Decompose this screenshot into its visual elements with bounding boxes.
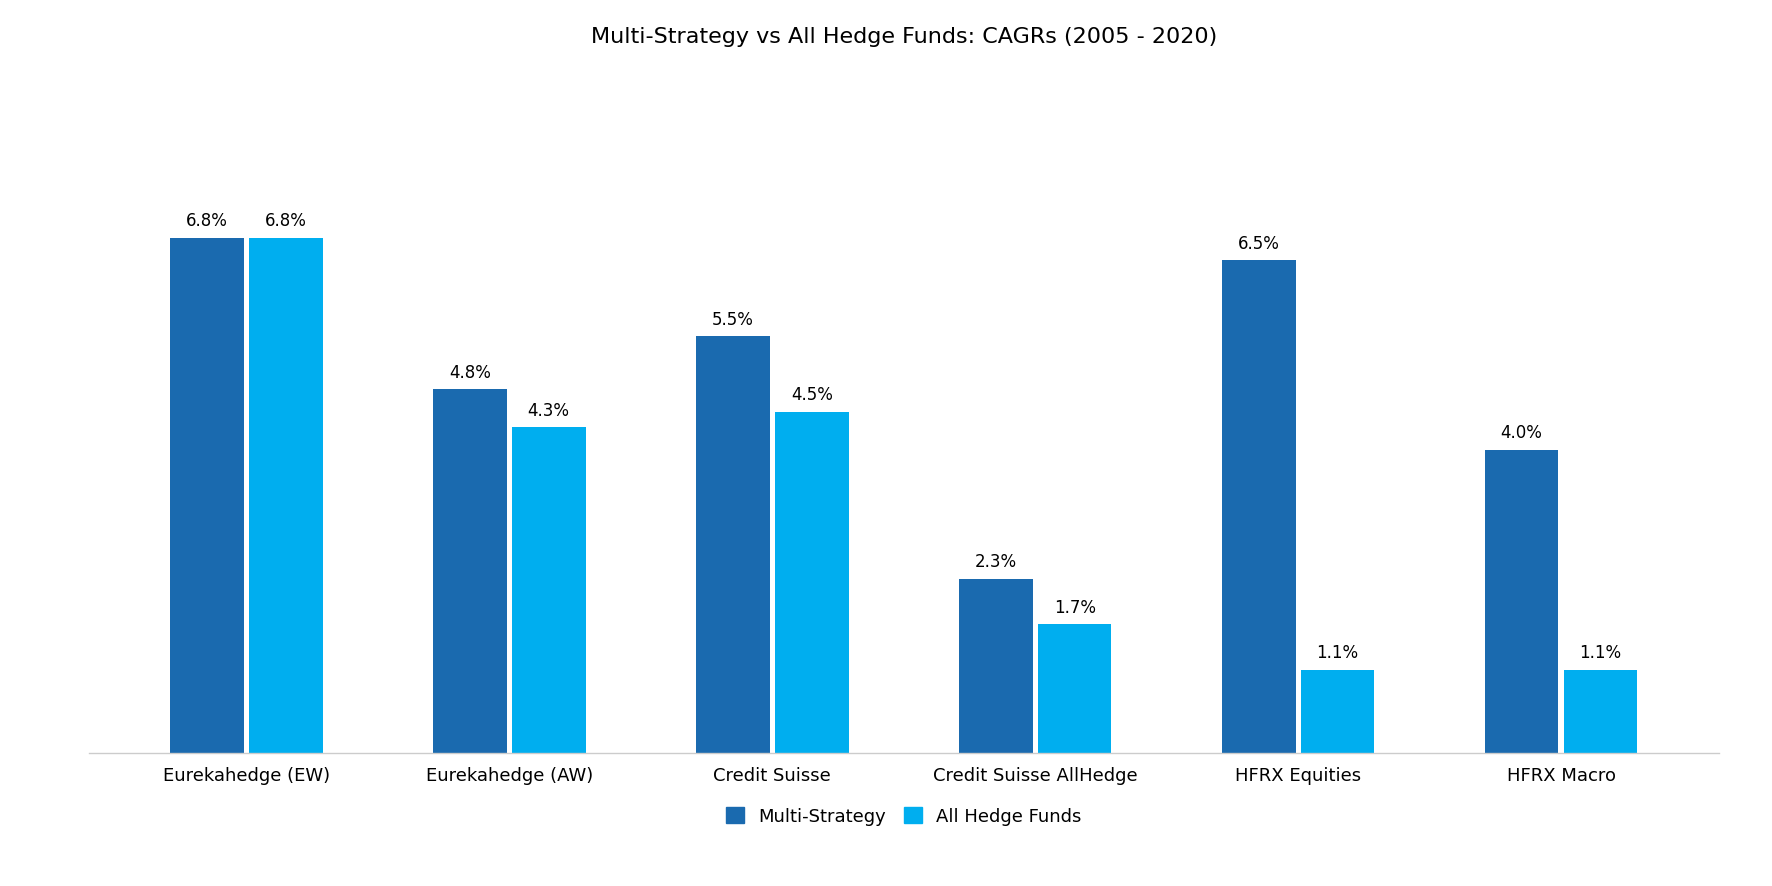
Text: 1.1%: 1.1%	[1579, 644, 1621, 662]
Bar	[1038, 625, 1111, 753]
Text: 4.3%: 4.3%	[528, 401, 571, 420]
Bar	[170, 237, 245, 753]
Bar	[1223, 260, 1295, 753]
Bar	[250, 237, 323, 753]
Text: 4.5%: 4.5%	[790, 386, 833, 404]
Bar	[512, 427, 585, 753]
Text: 1.1%: 1.1%	[1317, 644, 1359, 662]
Text: 4.8%: 4.8%	[448, 363, 491, 382]
Title: Multi-Strategy vs All Hedge Funds: CAGRs (2005 - 2020): Multi-Strategy vs All Hedge Funds: CAGRs…	[590, 27, 1217, 47]
Text: 1.7%: 1.7%	[1054, 599, 1095, 617]
Bar	[1301, 670, 1375, 753]
Text: 4.0%: 4.0%	[1501, 424, 1543, 442]
Bar	[1485, 450, 1558, 753]
Text: 6.8%: 6.8%	[186, 212, 229, 230]
Bar	[1563, 670, 1637, 753]
Text: 5.5%: 5.5%	[712, 311, 753, 329]
Text: 6.5%: 6.5%	[1239, 235, 1279, 253]
Bar	[696, 336, 769, 753]
Bar	[774, 412, 849, 753]
Text: 2.3%: 2.3%	[975, 553, 1017, 571]
Bar	[959, 579, 1033, 753]
Legend: Multi-Strategy, All Hedge Funds: Multi-Strategy, All Hedge Funds	[718, 800, 1090, 833]
Text: 6.8%: 6.8%	[264, 212, 307, 230]
Bar	[432, 389, 507, 753]
